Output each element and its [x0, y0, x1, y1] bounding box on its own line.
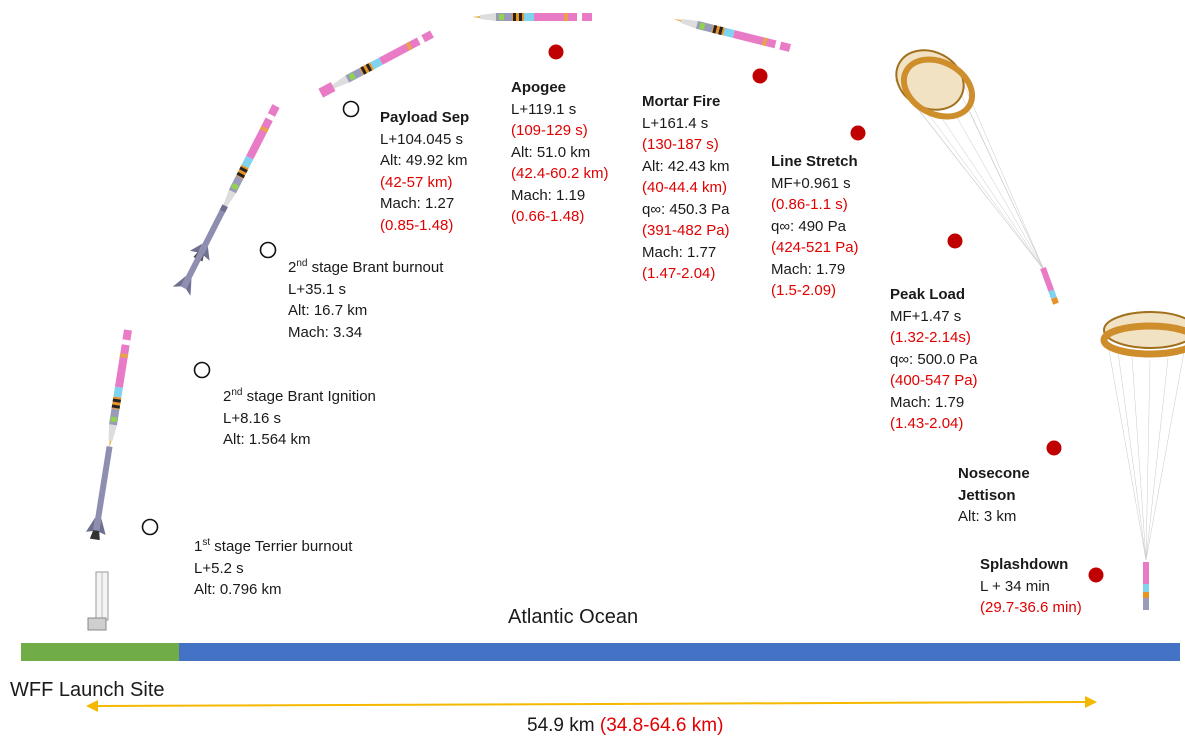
- marker-nosecone-jettison: [1046, 440, 1062, 456]
- mortar-fire-rocket-icon: [672, 15, 791, 52]
- rocket-ascent-2-icon: [172, 104, 280, 296]
- ocean-label: Atlantic Ocean: [508, 606, 639, 628]
- marker-brant-burnout: [259, 241, 277, 259]
- range-arrow: [86, 696, 1097, 712]
- marker-line-stretch: [850, 125, 866, 141]
- rocket-ascent-1-icon: [85, 329, 132, 541]
- ocean-bar: [179, 643, 1180, 661]
- launch-site-label: WFF Launch Site: [10, 679, 165, 701]
- marker-terrier-burnout: [141, 518, 159, 536]
- range-label: 54.9 km (34.8-64.6 km): [527, 715, 723, 737]
- land-bar: [21, 643, 179, 661]
- marker-splashdown: [1088, 567, 1104, 583]
- range-uncertainty: (34.8-64.6 km): [599, 715, 724, 736]
- label-peak-load: Peak Load MF+1.47 s (1.32-2.14s) q∞: 500…: [890, 286, 978, 432]
- marker-payload-sep: [342, 100, 360, 118]
- label-apogee: Apogee L+119.1 s (109-129 s) Alt: 51.0 k…: [511, 79, 609, 225]
- label-nosecone-jettison: Nosecone Jettison Alt: 3 km: [958, 465, 1030, 525]
- label-brant-burnout: 2nd stage Brant burnout L+35.1 s Alt: 16…: [288, 258, 444, 341]
- label-splashdown: Splashdown L + 34 min (29.7-36.6 min): [980, 556, 1082, 616]
- marker-mortar-fire: [752, 68, 768, 84]
- marker-apogee: [548, 44, 564, 60]
- marker-brant-ignition: [193, 361, 211, 379]
- parachute-1-icon: [894, 49, 1059, 305]
- label-mortar-fire: Mortar Fire L+161.4 s (130-187 s) Alt: 4…: [642, 93, 730, 282]
- label-line-stretch: Line Stretch MF+0.961 s (0.86-1.1 s) q∞:…: [771, 153, 859, 299]
- apogee-rocket-icon: [472, 13, 592, 21]
- parachute-2-icon: [1100, 311, 1185, 610]
- marker-peak-load: [947, 233, 963, 249]
- payload-sep-rocket-icon: [318, 30, 434, 98]
- launcher-rail-icon: [87, 571, 109, 631]
- range-value: 54.9 km: [527, 715, 595, 736]
- label-payload-sep: Payload Sep L+104.045 s Alt: 49.92 km (4…: [380, 109, 470, 234]
- label-brant-ignition: 2nd stage Brant Ignition L+8.16 s Alt: 1…: [223, 387, 376, 449]
- label-terrier-burnout: 1st stage Terrier burnout L+5.2 s Alt: 0…: [194, 537, 353, 599]
